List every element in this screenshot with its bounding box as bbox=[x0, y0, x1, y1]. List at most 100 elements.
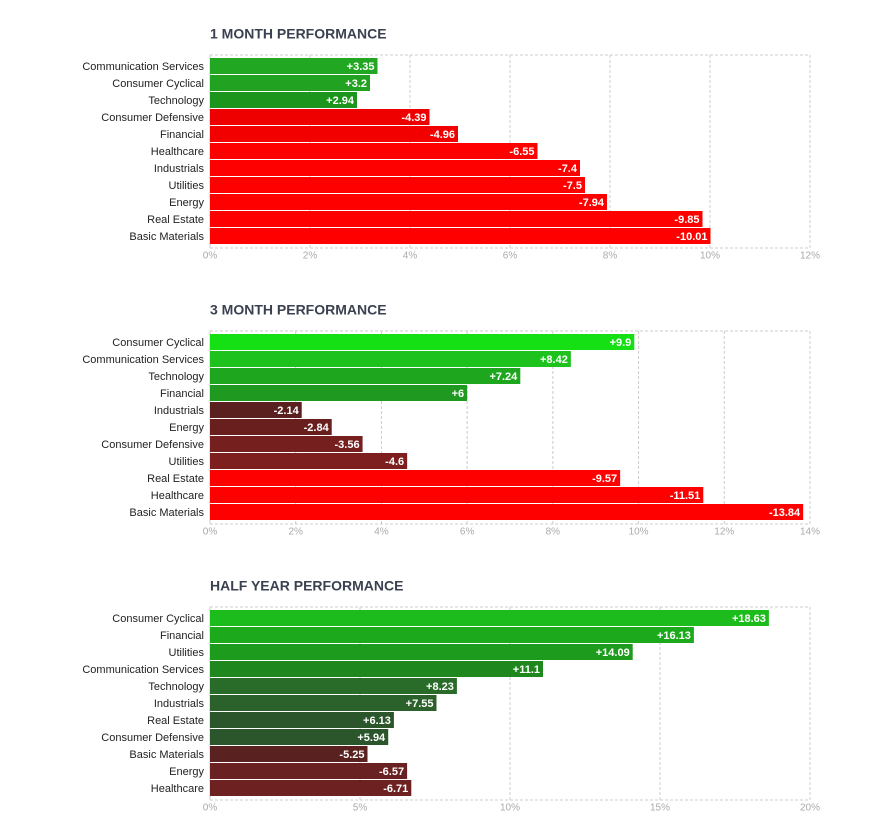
category-label: Industrials bbox=[154, 698, 205, 710]
value-label: -2.84 bbox=[304, 422, 330, 434]
x-tick-label: 12% bbox=[800, 251, 820, 262]
bar bbox=[210, 75, 370, 91]
x-tick-label: 10% bbox=[629, 527, 649, 538]
category-label: Financial bbox=[160, 129, 204, 141]
value-label: +8.23 bbox=[426, 681, 454, 693]
category-label: Industrials bbox=[154, 405, 205, 417]
value-label: +3.2 bbox=[345, 78, 367, 90]
category-label: Industrials bbox=[154, 163, 205, 175]
value-label: -9.85 bbox=[674, 214, 699, 226]
category-label: Utilities bbox=[169, 180, 205, 192]
category-label: Real Estate bbox=[147, 473, 204, 485]
x-tick-label: 10% bbox=[500, 803, 520, 814]
bar bbox=[210, 368, 521, 384]
bar bbox=[210, 746, 368, 762]
bar bbox=[210, 58, 378, 74]
value-label: +7.24 bbox=[489, 371, 518, 383]
value-label: -4.6 bbox=[385, 456, 404, 468]
value-label: -9.57 bbox=[592, 473, 617, 485]
x-tick-label: 8% bbox=[603, 251, 618, 262]
value-label: +18.63 bbox=[732, 613, 766, 625]
value-label: +5.94 bbox=[357, 732, 386, 744]
value-label: +8.42 bbox=[540, 354, 568, 366]
value-label: -10.01 bbox=[676, 231, 707, 243]
chart-title: 1 MONTH PERFORMANCE bbox=[210, 26, 387, 42]
bar bbox=[210, 644, 633, 660]
x-tick-label: 14% bbox=[800, 527, 820, 538]
category-label: Consumer Defensive bbox=[101, 112, 204, 124]
category-label: Utilities bbox=[169, 456, 205, 468]
bar bbox=[210, 627, 694, 643]
value-label: -4.39 bbox=[401, 112, 426, 124]
bar bbox=[210, 661, 543, 677]
x-tick-label: 2% bbox=[288, 527, 303, 538]
x-tick-label: 6% bbox=[460, 527, 475, 538]
x-tick-label: 0% bbox=[203, 251, 218, 262]
x-tick-label: 0% bbox=[203, 803, 218, 814]
x-tick-label: 0% bbox=[203, 527, 218, 538]
category-label: Healthcare bbox=[151, 783, 204, 795]
bar bbox=[210, 780, 412, 796]
bar bbox=[210, 194, 607, 210]
value-label: +11.1 bbox=[513, 664, 540, 676]
category-label: Financial bbox=[160, 388, 204, 400]
value-label: +16.13 bbox=[657, 630, 691, 642]
value-label: +3.35 bbox=[347, 61, 375, 73]
bar bbox=[210, 487, 704, 503]
bar bbox=[210, 470, 621, 486]
value-label: +6 bbox=[452, 388, 465, 400]
bar bbox=[210, 436, 363, 452]
category-label: Technology bbox=[148, 371, 204, 383]
bar bbox=[210, 453, 408, 469]
category-label: Consumer Cyclical bbox=[112, 337, 204, 349]
bar bbox=[210, 211, 703, 227]
x-tick-label: 4% bbox=[403, 251, 418, 262]
value-label: +2.94 bbox=[326, 95, 355, 107]
value-label: -3.56 bbox=[334, 439, 359, 451]
value-label: -2.14 bbox=[274, 405, 300, 417]
bar bbox=[210, 109, 430, 125]
bar bbox=[210, 177, 585, 193]
category-label: Healthcare bbox=[151, 490, 204, 502]
category-label: Communication Services bbox=[82, 354, 204, 366]
x-tick-label: 10% bbox=[700, 251, 720, 262]
bar bbox=[210, 695, 437, 711]
category-label: Energy bbox=[169, 422, 204, 434]
value-label: -13.84 bbox=[769, 507, 801, 519]
x-tick-label: 8% bbox=[546, 527, 561, 538]
value-label: -11.51 bbox=[670, 490, 701, 502]
x-tick-label: 12% bbox=[714, 527, 734, 538]
bar bbox=[210, 729, 389, 745]
category-label: Basic Materials bbox=[129, 749, 204, 761]
value-label: -6.55 bbox=[509, 146, 534, 158]
category-label: Real Estate bbox=[147, 214, 204, 226]
category-label: Basic Materials bbox=[129, 507, 204, 519]
bar bbox=[210, 385, 468, 401]
bar bbox=[210, 678, 457, 694]
category-label: Utilities bbox=[169, 647, 205, 659]
x-tick-label: 2% bbox=[303, 251, 318, 262]
category-label: Energy bbox=[169, 766, 204, 778]
category-label: Technology bbox=[148, 681, 204, 693]
bar bbox=[210, 92, 357, 108]
bar bbox=[210, 126, 458, 142]
bar bbox=[210, 351, 571, 367]
value-label: -6.57 bbox=[379, 766, 404, 778]
x-tick-label: 6% bbox=[503, 251, 518, 262]
category-label: Consumer Defensive bbox=[101, 439, 204, 451]
x-tick-label: 4% bbox=[374, 527, 389, 538]
bar bbox=[210, 143, 538, 159]
value-label: -7.4 bbox=[558, 163, 578, 175]
category-label: Real Estate bbox=[147, 715, 204, 727]
bar bbox=[210, 763, 408, 779]
value-label: +9.9 bbox=[610, 337, 632, 349]
category-label: Energy bbox=[169, 197, 204, 209]
bar bbox=[210, 160, 580, 176]
bar bbox=[210, 228, 711, 244]
bar bbox=[210, 334, 635, 350]
value-label: +14.09 bbox=[596, 647, 630, 659]
x-tick-label: 20% bbox=[800, 803, 820, 814]
category-label: Healthcare bbox=[151, 146, 204, 158]
category-label: Basic Materials bbox=[129, 231, 204, 243]
